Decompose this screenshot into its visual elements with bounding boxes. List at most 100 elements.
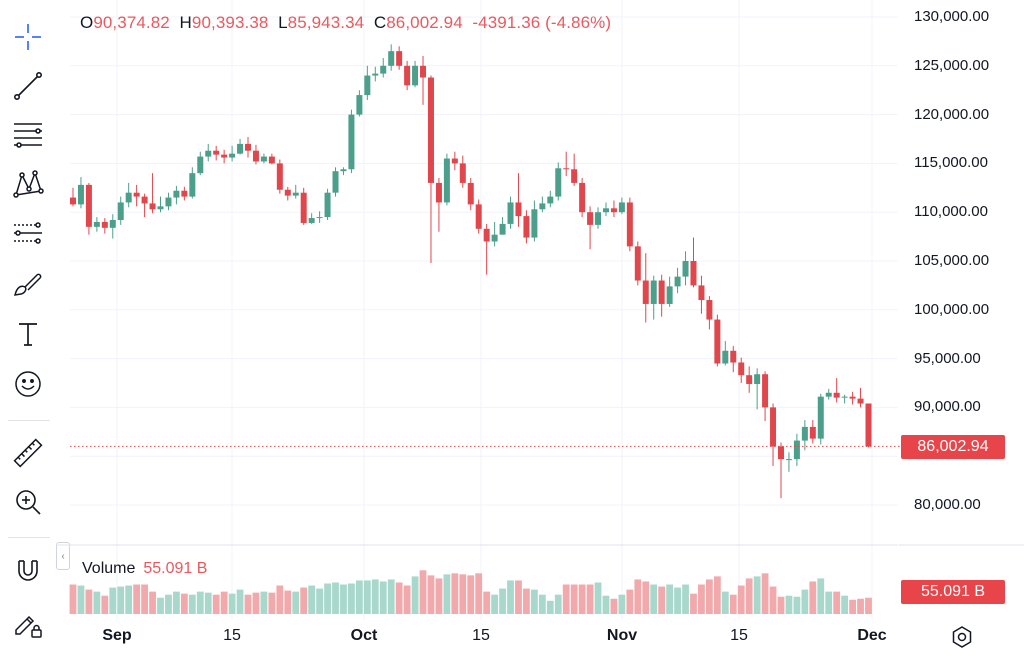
price-axis-label: 110,000.00 bbox=[914, 203, 988, 221]
volume-bar bbox=[825, 591, 833, 614]
candle bbox=[507, 196, 514, 229]
volume-bar bbox=[77, 585, 85, 614]
volume-bar bbox=[578, 584, 586, 614]
candle bbox=[157, 196, 164, 213]
volume-bar bbox=[419, 570, 427, 614]
candle bbox=[483, 223, 490, 275]
volume-bar bbox=[562, 584, 570, 614]
time-axis-label: Oct bbox=[350, 627, 378, 644]
candle bbox=[324, 188, 331, 221]
volume-bar bbox=[188, 594, 196, 614]
volume-bar bbox=[483, 591, 491, 614]
fib-icon[interactable] bbox=[8, 115, 48, 155]
candle bbox=[213, 145, 220, 161]
open-value: 90,374.82 bbox=[93, 13, 170, 32]
volume-bar bbox=[308, 585, 316, 614]
volume-bar bbox=[546, 600, 554, 614]
candle bbox=[682, 251, 689, 286]
candle bbox=[563, 151, 570, 177]
volume-bar bbox=[507, 580, 514, 614]
collapse-toolbar-button[interactable]: ‹ bbox=[56, 542, 70, 570]
volume-bar bbox=[117, 586, 125, 614]
volume-bar bbox=[570, 584, 578, 614]
candle bbox=[77, 177, 84, 209]
candle bbox=[714, 314, 721, 367]
open-key: O bbox=[80, 13, 94, 32]
forecast-icon[interactable] bbox=[8, 213, 48, 253]
crosshair-icon[interactable] bbox=[8, 17, 48, 57]
volume-bar bbox=[849, 599, 856, 614]
change-value: -4391.36 (-4.86%) bbox=[472, 13, 612, 32]
brush-icon[interactable] bbox=[8, 264, 48, 304]
volume-bar bbox=[857, 598, 864, 614]
volume-bar bbox=[316, 588, 324, 614]
candle bbox=[571, 153, 578, 186]
volume-bar bbox=[865, 597, 872, 614]
candle bbox=[451, 151, 458, 171]
candle bbox=[857, 387, 864, 408]
candle bbox=[579, 178, 586, 218]
candle bbox=[754, 368, 761, 410]
text-icon[interactable] bbox=[8, 314, 48, 354]
volume-bar bbox=[769, 586, 777, 614]
lock-draw-icon[interactable] bbox=[8, 603, 48, 643]
volume-bar bbox=[586, 584, 594, 614]
volume-bar bbox=[411, 576, 419, 614]
volume-bar bbox=[165, 594, 172, 614]
volume-bar bbox=[355, 580, 363, 614]
magnet-icon[interactable] bbox=[8, 550, 48, 590]
close-value: 86,002.94 bbox=[386, 13, 463, 32]
candle bbox=[443, 153, 450, 206]
candle bbox=[237, 139, 244, 155]
last-price-tag: 86,002.94 bbox=[901, 435, 1005, 459]
candle bbox=[817, 393, 824, 445]
candle bbox=[284, 186, 291, 201]
volume-bar bbox=[348, 583, 355, 614]
emoji-icon[interactable] bbox=[8, 364, 48, 404]
candle bbox=[602, 202, 609, 217]
volume-bar bbox=[236, 589, 244, 614]
volume-bar bbox=[682, 584, 689, 614]
volume-bar bbox=[785, 595, 793, 614]
volume-bar bbox=[713, 576, 721, 614]
ruler-icon[interactable] bbox=[8, 433, 48, 473]
volume-bar bbox=[292, 591, 300, 614]
trend-line-icon[interactable] bbox=[8, 66, 48, 106]
volume-value: 55.091 B bbox=[143, 560, 208, 577]
candle bbox=[364, 65, 371, 100]
volume-bar bbox=[403, 585, 411, 614]
volume-bar bbox=[745, 578, 753, 614]
volume-bar bbox=[706, 579, 713, 614]
candle bbox=[221, 149, 228, 164]
volume-bar bbox=[300, 587, 308, 614]
pattern-icon[interactable] bbox=[8, 164, 48, 204]
volume-bar bbox=[809, 581, 817, 614]
volume-bar bbox=[538, 594, 546, 614]
candle bbox=[642, 253, 649, 323]
candle bbox=[762, 371, 769, 422]
candle bbox=[801, 420, 808, 451]
candle bbox=[292, 184, 299, 199]
candle bbox=[547, 190, 554, 208]
candle bbox=[117, 196, 124, 225]
volume-bar bbox=[475, 573, 483, 614]
candle bbox=[85, 182, 92, 235]
volume-bar bbox=[387, 579, 395, 614]
zoom-icon[interactable] bbox=[8, 482, 48, 522]
volume-bar bbox=[395, 582, 403, 614]
candle bbox=[93, 217, 100, 232]
settings-icon[interactable] bbox=[950, 625, 974, 649]
volume-bar bbox=[324, 583, 331, 614]
volume-bar bbox=[173, 591, 180, 614]
candle bbox=[420, 56, 427, 105]
candle bbox=[841, 394, 848, 404]
volume-bar bbox=[125, 585, 133, 614]
volume-legend: Volume 55.091 B bbox=[82, 560, 207, 578]
price-axis-label: 95,000.00 bbox=[914, 349, 981, 367]
candle bbox=[396, 46, 403, 70]
price-axis-label: 120,000.00 bbox=[914, 105, 990, 123]
price-axis-label: 125,000.00 bbox=[914, 56, 990, 74]
volume-bar bbox=[610, 598, 618, 614]
volume-bar bbox=[133, 584, 141, 614]
